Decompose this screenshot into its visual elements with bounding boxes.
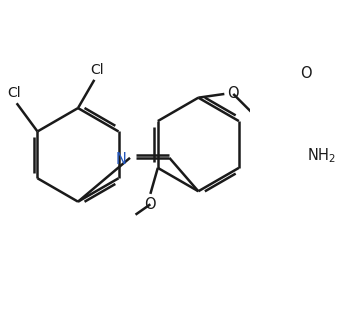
Text: Cl: Cl: [8, 86, 21, 100]
Text: Cl: Cl: [90, 63, 103, 77]
Text: NH$_2$: NH$_2$: [307, 146, 336, 165]
Text: O: O: [227, 87, 239, 101]
Text: N: N: [115, 152, 126, 167]
Text: O: O: [300, 66, 312, 81]
Text: O: O: [145, 197, 156, 212]
